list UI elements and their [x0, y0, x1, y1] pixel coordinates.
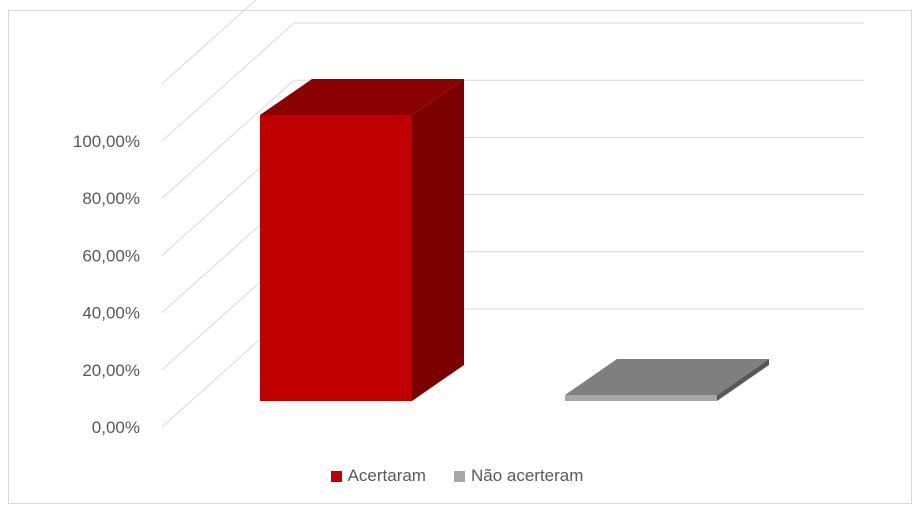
legend-item-acertaram: Acertaram	[330, 466, 426, 486]
bar-side-0	[412, 79, 464, 401]
y-tick-label: 40,00%	[82, 304, 140, 323]
y-tick-label: 60,00%	[82, 246, 140, 265]
gridline-diagonal	[161, 0, 257, 85]
bar-front-0	[260, 115, 412, 401]
bar-side-1	[717, 359, 769, 401]
legend-swatch-nao-acerteram	[453, 470, 465, 482]
gridline-diagonal	[161, 22, 295, 142]
legend-label-nao-acerteram: Não acerteram	[470, 466, 584, 485]
bar-top-1	[565, 359, 769, 395]
legend-item-nao-acerteram: Não acerteram	[453, 466, 584, 486]
bar-top-0	[260, 79, 464, 115]
bar-front-1	[565, 395, 717, 401]
y-tick-label: 0,00%	[92, 418, 140, 437]
y-tick-label: 100,00%	[73, 132, 140, 151]
legend: Acertaram Não acerteram	[0, 466, 914, 486]
y-tick-label: 80,00%	[82, 189, 140, 208]
y-tick-label: 20,00%	[82, 361, 140, 380]
legend-swatch-acertaram	[330, 470, 342, 482]
legend-label-acertaram: Acertaram	[347, 466, 426, 485]
gridline-diagonal	[161, 79, 295, 199]
